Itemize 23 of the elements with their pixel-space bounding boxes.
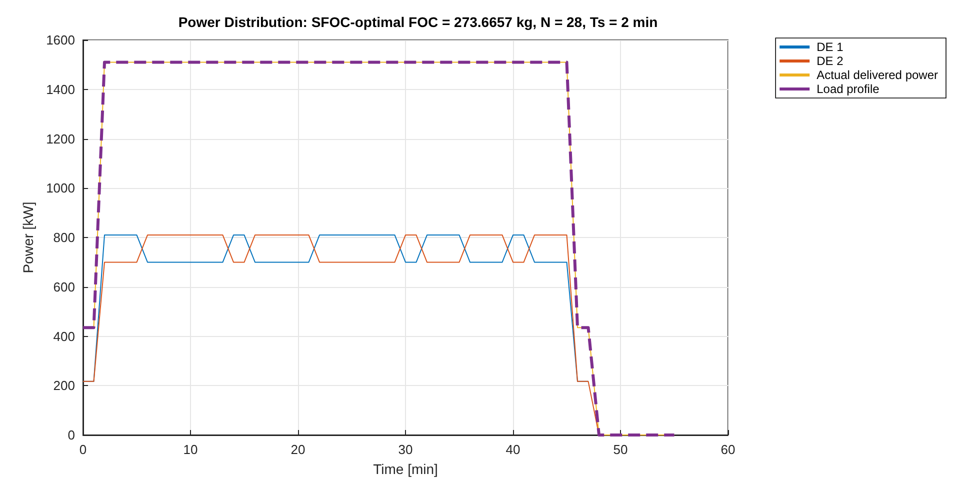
y-tick-label: 400 [53, 328, 75, 344]
y-tick-label: 1200 [46, 131, 75, 146]
y-tick-label: 1000 [46, 180, 75, 196]
x-axis-title: Time [min] [373, 461, 438, 477]
x-tick-label: 60 [720, 442, 736, 457]
chart-title: Power Distribution: SFOC-optimal FOC = 273.6657 kg, N = 28, Ts = 2 min [178, 14, 658, 30]
x-tick-label: 20 [290, 442, 306, 457]
x-tick-label: 50 [613, 442, 628, 457]
x-tick-label: 40 [506, 442, 520, 457]
legend-label: Load profile [816, 82, 880, 96]
x-tick-label: 30 [398, 442, 413, 457]
legend-label: DE 2 [816, 54, 844, 68]
legend-label: DE 1 [816, 40, 844, 54]
y-tick-label: 600 [53, 279, 75, 294]
y-tick-label: 0 [68, 428, 75, 442]
x-tick-label: 0 [79, 442, 87, 457]
y-tick-label: 200 [53, 378, 75, 394]
y-tick-label: 1600 [46, 32, 75, 48]
y-tick-label: 800 [53, 230, 75, 245]
x-tick-label: 10 [183, 442, 198, 457]
y-tick-label: 1400 [46, 82, 75, 97]
legend-label: Actual delivered power [816, 68, 938, 82]
y-axis-title: Power [kW] [20, 202, 36, 274]
